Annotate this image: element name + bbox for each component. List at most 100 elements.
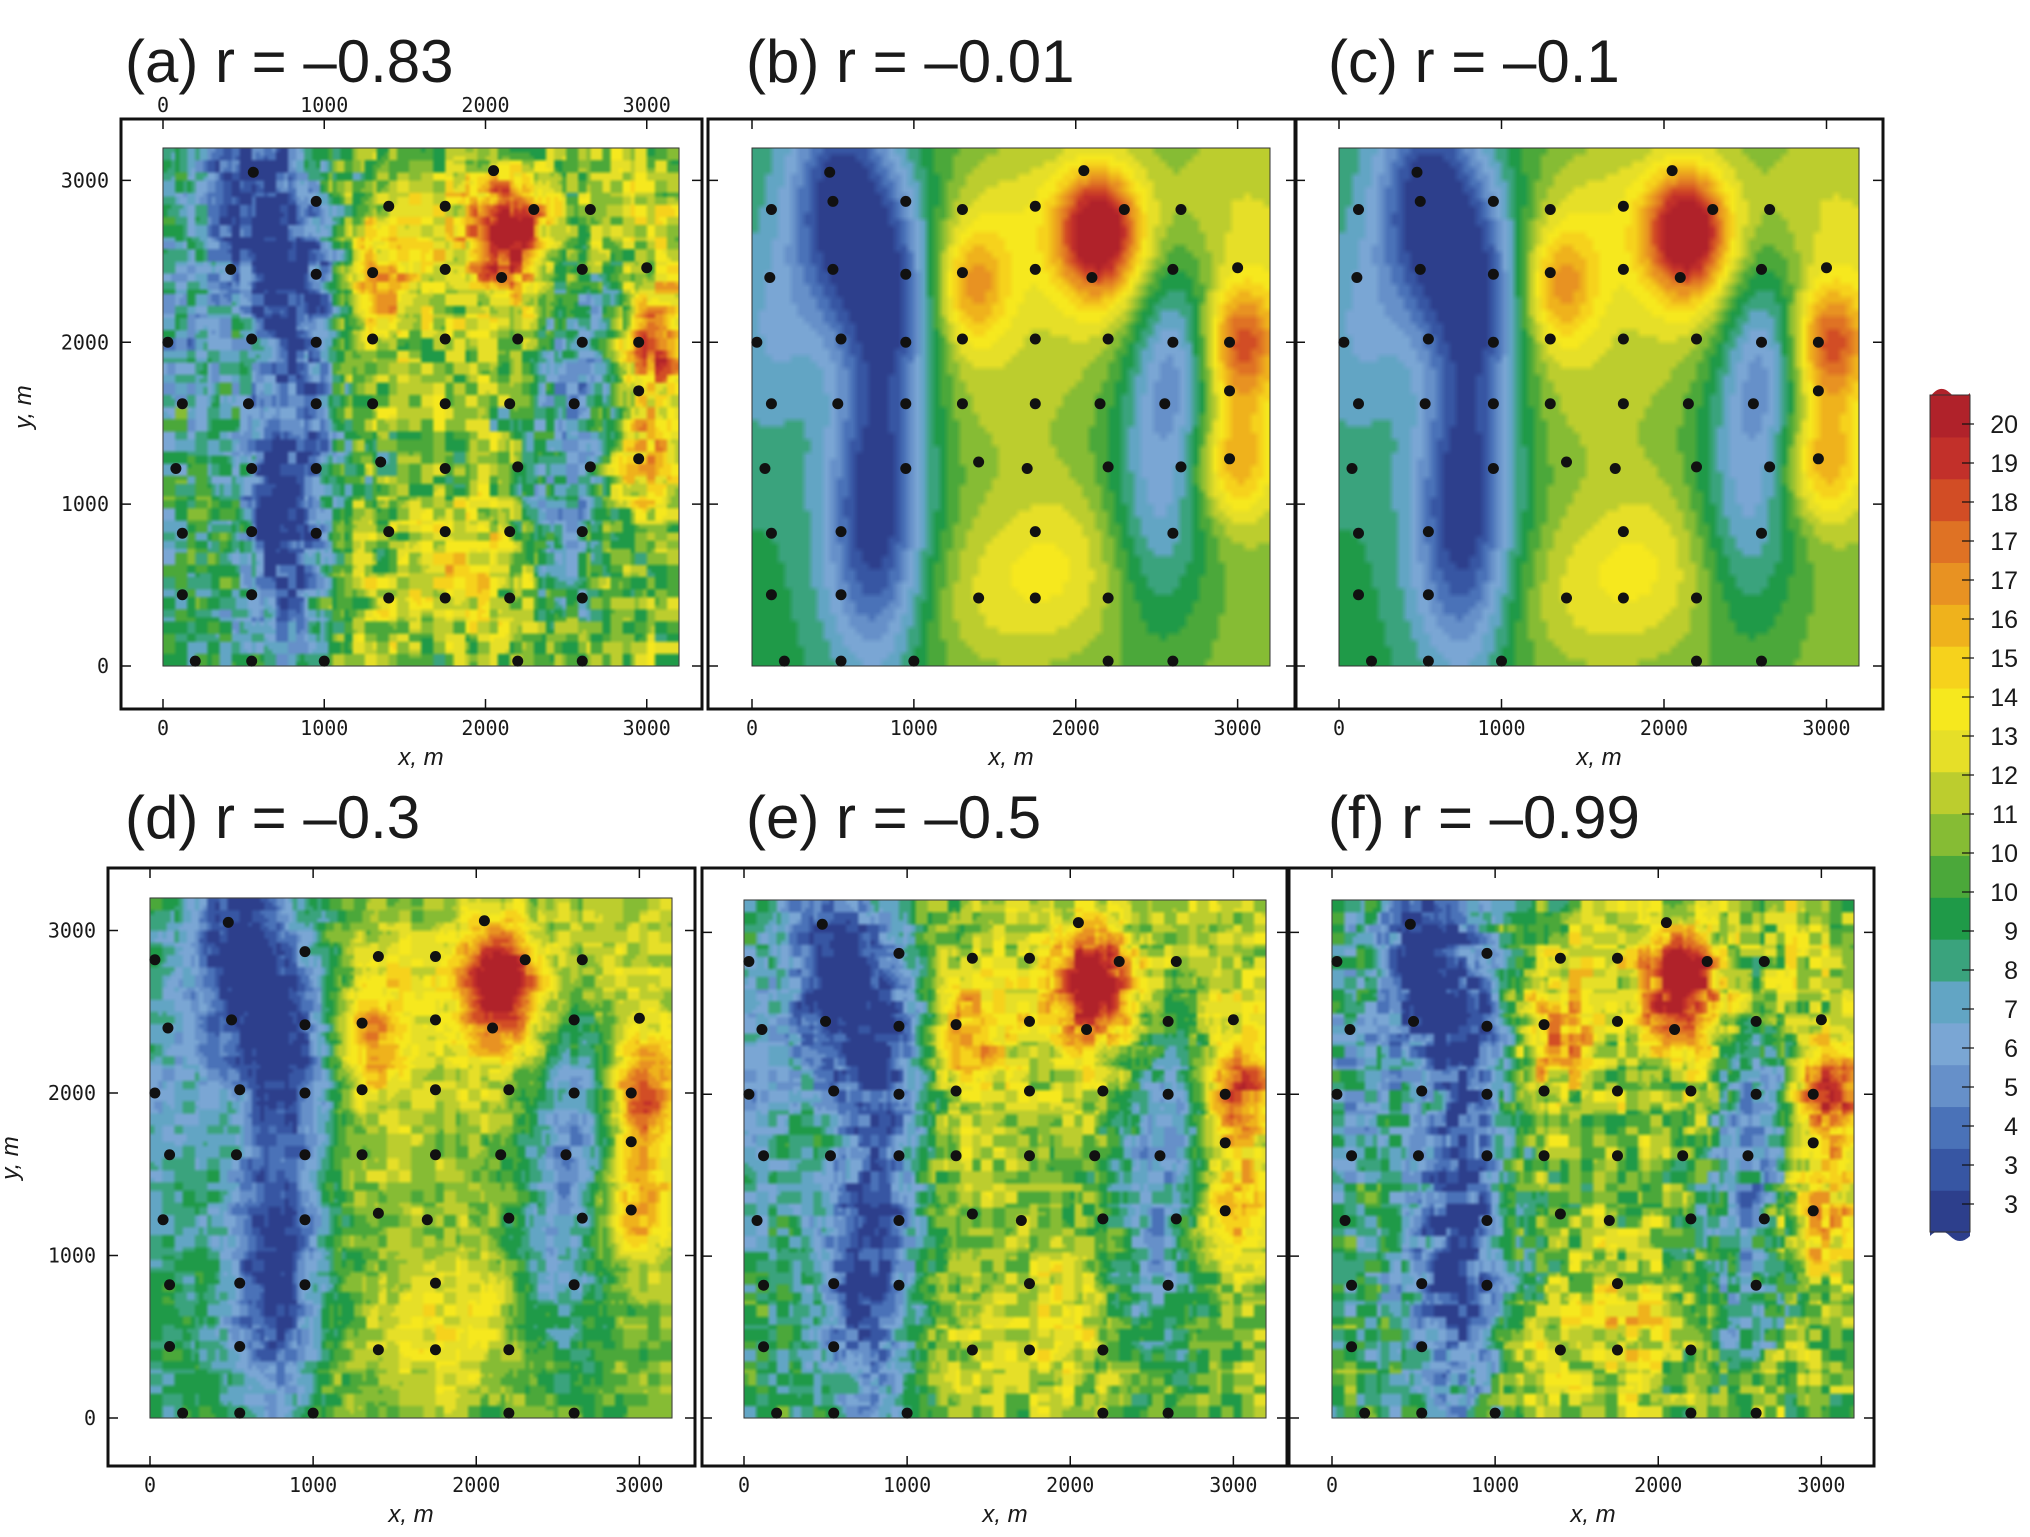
sample-point (429, 1084, 441, 1096)
sample-point (299, 1087, 311, 1099)
colorbar-label: 3 (2004, 1152, 2018, 1180)
sample-point (1346, 1279, 1358, 1291)
sample-point (758, 1341, 770, 1353)
sample-point (1023, 1344, 1035, 1356)
panel-title: (b) r = –0.01 (746, 28, 1075, 95)
sample-point (1750, 1279, 1762, 1291)
sample-point (756, 1024, 768, 1035)
sample-point (1742, 1150, 1754, 1162)
sample-point (1758, 956, 1770, 968)
panel-f: (f) r = –0.99 0 1000 2000 3000 x, m (1287, 784, 1876, 1528)
sample-point (1414, 263, 1426, 275)
x-tick-label: 3000 (615, 1473, 663, 1497)
sample-point (496, 272, 508, 283)
panel-d: (d) r = –0.3 0 1000 2000 3000 0 1000 2000 3000 x,… (0, 784, 697, 1528)
sample-point (900, 268, 912, 280)
sample-point (1162, 1279, 1174, 1291)
sample-point (764, 272, 776, 283)
y-tick-label: 3000 (48, 919, 96, 943)
x-axis-label: x, m (987, 744, 1033, 771)
sample-point (495, 1149, 507, 1161)
sample-point (956, 204, 968, 216)
sample-point (1691, 592, 1702, 604)
sample-point (1346, 463, 1358, 475)
sample-point (966, 952, 978, 964)
sample-point (439, 463, 451, 475)
sample-point (225, 263, 237, 275)
panel-title: (f) r = –0.99 (1328, 784, 1640, 851)
sample-point (1023, 1150, 1035, 1162)
sample-point (1416, 1407, 1428, 1419)
panel-title: (e) r = –0.5 (746, 784, 1041, 851)
sample-point (234, 1341, 246, 1352)
sample-point (439, 592, 451, 604)
sample-point (1339, 1215, 1351, 1227)
x-tick-label-top: 3000 (623, 93, 671, 117)
sample-point (512, 333, 524, 345)
sample-point (439, 526, 451, 538)
sample-point (1422, 526, 1434, 538)
sample-point (421, 1214, 433, 1226)
x-tick-label: 0 (1326, 1473, 1338, 1497)
sample-point (488, 165, 500, 177)
x-tick-label: 1000 (1477, 716, 1525, 740)
colorbar-label: 16 (1990, 606, 2018, 634)
sample-point (1422, 333, 1434, 345)
x-tick-label: 0 (1333, 716, 1345, 740)
sample-point (1086, 272, 1098, 283)
y-tick-label: 0 (84, 1406, 96, 1430)
sample-point (1224, 385, 1236, 397)
sample-point (1764, 461, 1776, 473)
x-axis-label: x, m (1575, 744, 1621, 771)
sample-point (1162, 1088, 1174, 1100)
sample-point (383, 200, 395, 212)
x-axis-label: x, m (1569, 1501, 1615, 1528)
sample-point (1685, 1085, 1697, 1097)
sample-point (1097, 1085, 1109, 1097)
colorbar-swatch (1930, 980, 1970, 1024)
sample-point (1666, 165, 1678, 177)
sample-point (1353, 204, 1364, 216)
sample-point (162, 336, 174, 348)
sample-point (1561, 456, 1572, 468)
sample-point (1167, 527, 1179, 539)
colorbar-label: 20 (1990, 411, 2018, 439)
panel-frame (700, 866, 1289, 1468)
sample-point (1487, 268, 1499, 280)
sample-point (367, 333, 379, 345)
x-tick-label: 2000 (452, 1473, 500, 1497)
sample-point (1691, 333, 1702, 345)
sample-point (576, 655, 588, 667)
sample-point (383, 526, 395, 538)
colorbar-swatch (1930, 897, 1970, 940)
sample-point (1344, 1024, 1356, 1035)
sample-point (310, 463, 322, 475)
x-tick-label: 0 (738, 1473, 750, 1497)
sample-point (367, 398, 379, 410)
x-tick-label: 1000 (300, 716, 348, 740)
sample-point (1611, 1278, 1623, 1290)
sample-point (893, 947, 905, 959)
sample-point (1029, 200, 1041, 212)
sample-point (299, 1214, 311, 1226)
sample-point (1554, 1208, 1566, 1220)
sample-point (375, 456, 387, 468)
sample-point (439, 398, 451, 410)
sample-point (1617, 333, 1629, 345)
field-heatmap (752, 148, 1270, 666)
sample-point (625, 1136, 637, 1148)
sample-point (1078, 165, 1090, 177)
sample-point (1677, 1150, 1689, 1162)
sample-point (519, 954, 531, 966)
sample-point (1089, 1150, 1101, 1162)
sample-point (1408, 1015, 1420, 1027)
plot-area-border (162, 147, 680, 667)
sample-point (743, 1088, 755, 1100)
sample-point (893, 1215, 905, 1227)
sample-point (1617, 398, 1629, 410)
sample-point (234, 1277, 246, 1289)
sample-point (1611, 1085, 1623, 1097)
sample-point (439, 333, 451, 345)
sample-point (1422, 655, 1434, 667)
sample-point (1422, 589, 1434, 601)
